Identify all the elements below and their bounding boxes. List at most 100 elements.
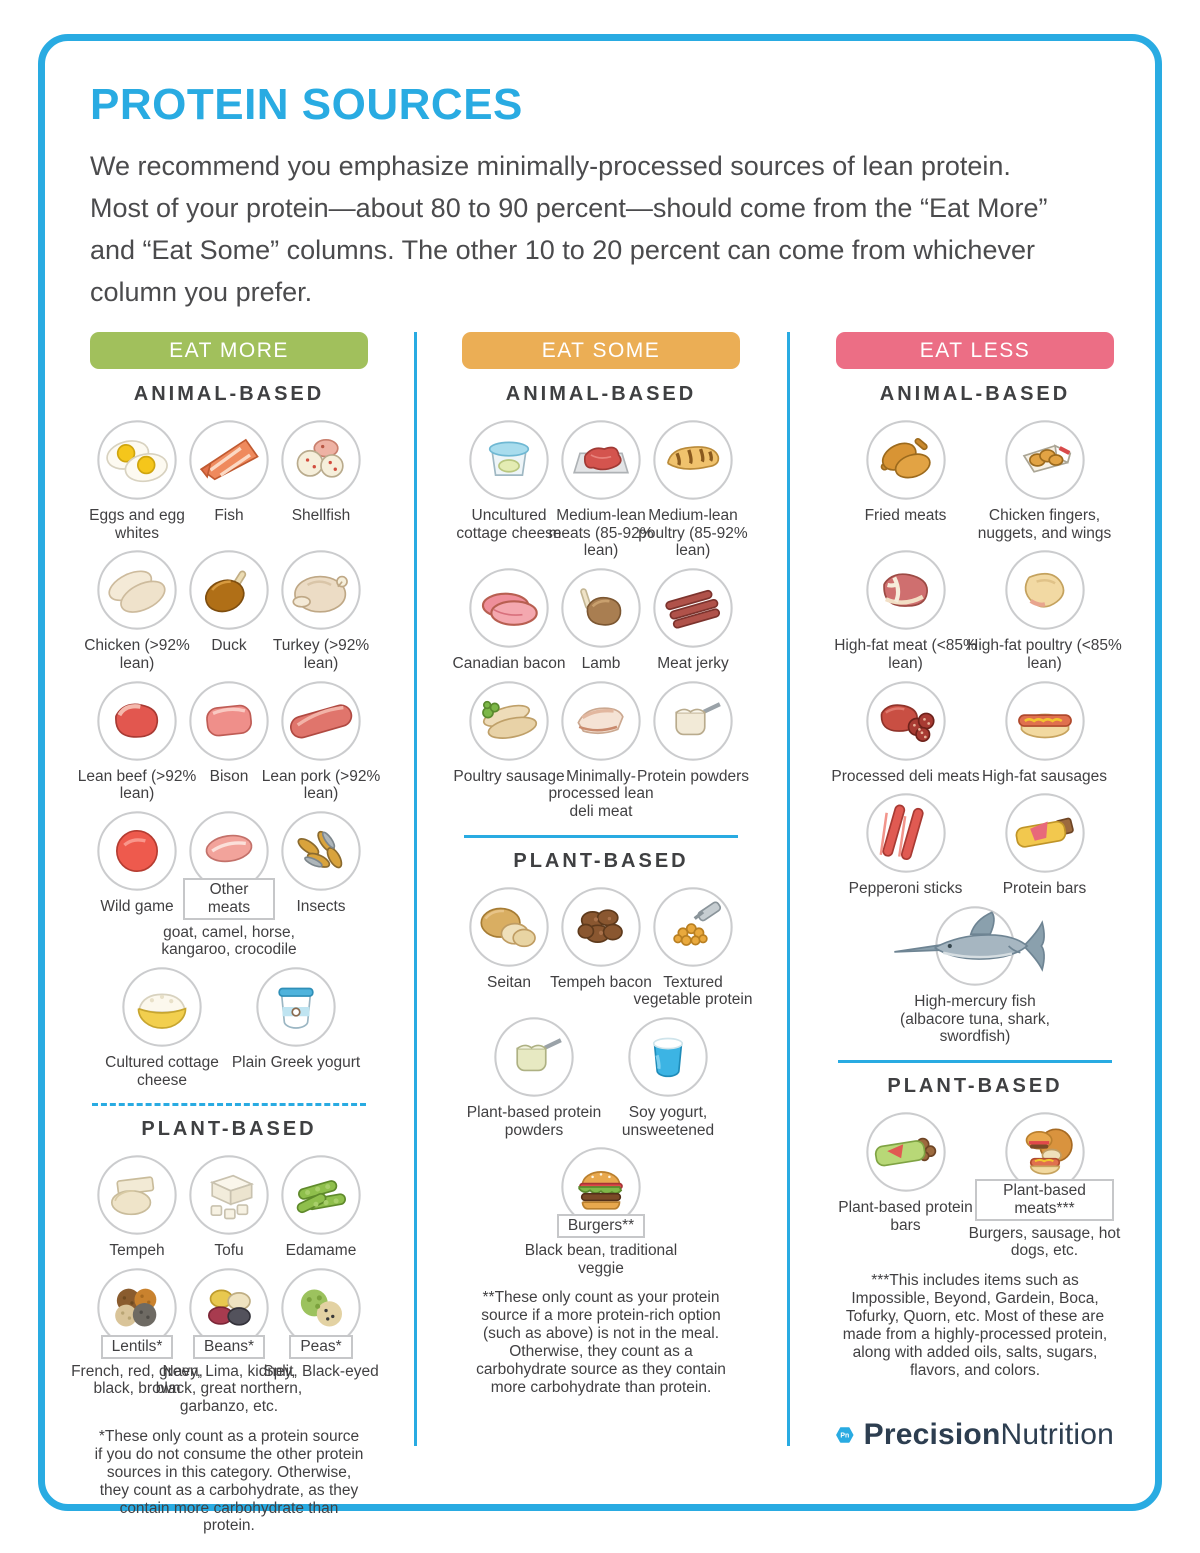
- food-item: Plant-based protein bars: [836, 1110, 975, 1234]
- column-footnote: ***This includes items such as Impossibl…: [842, 1271, 1108, 1379]
- fried-meats-icon: [864, 418, 948, 502]
- item-row: Tempeh Tofu Edamame: [90, 1153, 368, 1260]
- swordfish-icon: [880, 904, 1070, 988]
- item-row: Pepperoni sticks Protein bars: [836, 791, 1114, 898]
- chicken-breast-icon: [95, 548, 179, 632]
- food-item: Edamame: [275, 1153, 367, 1260]
- columns-area: EAT MORE ANIMAL-BASED Eggs and egg whites F…: [71, 332, 1122, 1534]
- food-item: Chicken (>92% lean): [84, 548, 190, 672]
- food-item: Wild game: [91, 809, 183, 916]
- cottage-cheese-icon: [120, 965, 204, 1049]
- item-row: Uncultured cottage cheese Medium-lean mea…: [456, 418, 748, 560]
- item-label: Wild game: [100, 897, 174, 915]
- wild-game-icon: [95, 809, 179, 893]
- food-item: Textured vegetable protein: [634, 885, 752, 1009]
- item-label: Chicken fingers, nuggets, and wings: [977, 507, 1112, 542]
- section-title: PLANT-BASED: [513, 849, 689, 872]
- column-header-label: EAT MORE: [169, 338, 289, 362]
- item-label: Textured vegetable protein: [633, 973, 753, 1009]
- food-item: Seitan: [463, 885, 555, 992]
- food-item: Pepperoni sticks: [836, 791, 975, 898]
- tvp-icon: [651, 885, 735, 969]
- item-row: Poultry sausage Minimally-processed lean …: [453, 679, 749, 821]
- item-boxed-label: Other meats: [183, 877, 275, 920]
- item-label: Cultured cottage cheese: [105, 1053, 219, 1089]
- processed-deli-meats-icon: [864, 679, 948, 763]
- vertical-separator-1: [414, 332, 417, 1446]
- item-row: High-mercury fish (albacore tuna, shark,…: [836, 904, 1114, 1046]
- food-item: Meat jerky: [647, 566, 739, 673]
- protein-powders-icon: [651, 679, 735, 763]
- pn-logo-monogram: Pn: [840, 1432, 849, 1439]
- food-item: Medium-lean poultry (85-92% lean): [638, 418, 748, 560]
- food-item: Tempeh: [91, 1153, 183, 1260]
- pn-logo-name: PrecisionNutrition: [864, 1418, 1114, 1452]
- item-label: High-mercury fish (albacore tuna, shark,…: [900, 992, 1050, 1046]
- item-row: Cultured cottage cheese Plain Greek yogur…: [90, 965, 368, 1089]
- food-item: High-fat meat (<85% lean): [834, 548, 977, 672]
- lean-pork-icon: [279, 679, 363, 763]
- section-title: ANIMAL-BASED: [133, 383, 325, 405]
- item-label: Plant-based protein bars: [838, 1198, 973, 1234]
- pb-protein-powders-icon: [492, 1015, 576, 1099]
- food-item: Medium-lean meats (85-92% lean): [548, 418, 654, 560]
- chicken-fingers-icon: [1003, 418, 1087, 502]
- item-label: Shellfish: [291, 507, 351, 524]
- bison-icon: [187, 679, 271, 763]
- food-item: Other meats goat, camel, horse, kangaroo,…: [161, 809, 297, 959]
- food-item: High-mercury fish (albacore tuna, shark,…: [894, 904, 1050, 1046]
- column-header-pill: EAT LESS: [836, 332, 1114, 369]
- food-item: Protein powders: [637, 679, 749, 786]
- item-sublabel: goat, camel, horse, kangaroo, crocodile: [161, 923, 297, 959]
- shellfish-icon: [279, 418, 363, 502]
- item-label: Tofu: [214, 1242, 244, 1260]
- item-label: Chicken (>92% lean): [84, 637, 190, 672]
- lamb-icon: [559, 566, 643, 650]
- food-item: Minimally-processed lean deli meat: [548, 679, 654, 821]
- lentils-icon: [95, 1266, 179, 1350]
- section-divider: [838, 1059, 1112, 1063]
- item-label: Uncultured cottage cheese: [456, 507, 562, 542]
- item-label: Insects: [296, 897, 346, 915]
- item-row: Lean beef (>92% lean) Bison Lean pork (>92…: [78, 679, 380, 803]
- deli-meat-icon: [559, 679, 643, 763]
- medium-lean-meats-icon: [559, 418, 643, 502]
- item-boxed-label: Beans*: [193, 1334, 265, 1359]
- item-label: Protein powders: [636, 767, 749, 785]
- food-item: Peas* Split, Black-eyed: [263, 1266, 379, 1380]
- pn-logo: Pn PrecisionNutrition: [836, 1410, 1114, 1460]
- food-item: Beans* Navy, Lima, kidney, black, great n…: [156, 1266, 302, 1416]
- column-header-label: EAT LESS: [919, 338, 1031, 362]
- fish-icon: [187, 418, 271, 502]
- item-label: Eggs and egg whites: [89, 507, 185, 542]
- item-sublabel: Navy, Lima, kidney, black, great norther…: [155, 1362, 303, 1415]
- item-sublabel: Split, Black-eyed: [263, 1362, 379, 1380]
- pn-logo-hexagon-icon: Pn: [836, 1426, 854, 1443]
- item-label: Meat jerky: [657, 654, 729, 672]
- item-label: Tempeh bacon: [550, 973, 652, 991]
- protein-bars-icon: [1003, 791, 1087, 875]
- edamame-icon: [279, 1153, 363, 1237]
- item-boxed-label: Peas*: [289, 1334, 353, 1359]
- high-fat-poultry-icon: [1003, 548, 1087, 632]
- section-title: PLANT-BASED: [887, 1074, 1063, 1097]
- food-item: Uncultured cottage cheese: [456, 418, 562, 542]
- eggs-icon: [95, 418, 179, 502]
- vertical-separator-2: [787, 332, 790, 1446]
- food-item: Duck: [183, 548, 275, 655]
- food-item: Poultry sausage: [453, 679, 565, 786]
- poultry-sausage-icon: [467, 679, 551, 763]
- insects-icon: [279, 809, 363, 893]
- item-label: Duck: [211, 637, 247, 655]
- meat-jerky-icon: [651, 566, 735, 650]
- item-row: Fried meats Chicken fingers, nuggets, and…: [836, 418, 1114, 542]
- food-item: Soy yogurt, unsweetened: [607, 1015, 729, 1139]
- food-item: High-fat poultry (<85% lean): [967, 548, 1122, 672]
- food-item: Insects: [275, 809, 367, 916]
- food-item: Plant-based meats*** Burgers, sausage, ho…: [969, 1110, 1120, 1260]
- item-row: Processed deli meats High-fat sausages: [831, 679, 1114, 786]
- turkey-icon: [279, 548, 363, 632]
- greek-yogurt-icon: [254, 965, 338, 1049]
- item-label: Poultry sausage: [453, 767, 565, 785]
